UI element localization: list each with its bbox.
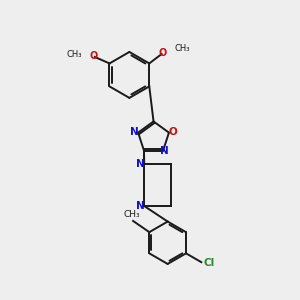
Text: CH₃: CH₃ [66, 50, 82, 58]
Text: O: O [169, 127, 177, 137]
Text: CH₃: CH₃ [174, 44, 190, 53]
Text: Cl: Cl [204, 258, 215, 268]
Text: O: O [159, 48, 167, 58]
Text: N: N [130, 127, 139, 137]
Text: O: O [89, 51, 98, 61]
Text: N: N [136, 158, 144, 169]
Text: N: N [136, 201, 144, 211]
Text: CH₃: CH₃ [123, 210, 140, 219]
Text: N: N [160, 146, 169, 156]
